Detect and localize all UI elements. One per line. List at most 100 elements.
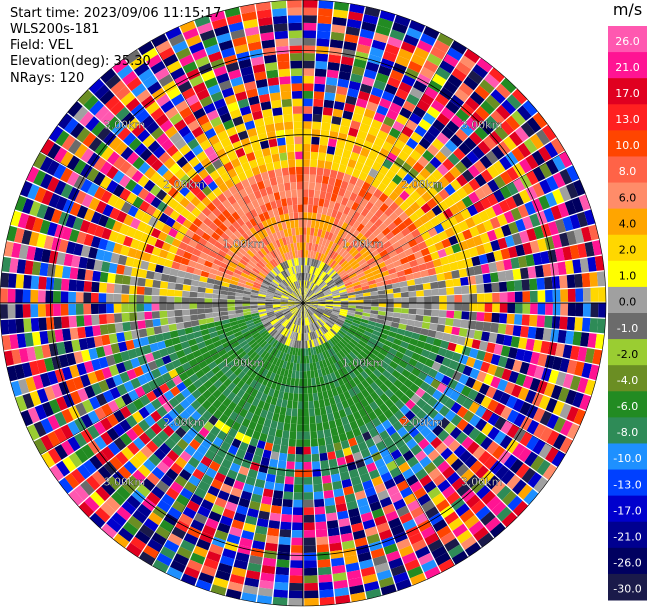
range-gate xyxy=(476,57,493,73)
range-gate xyxy=(153,326,163,335)
range-gate xyxy=(299,318,302,326)
range-gate xyxy=(574,273,583,288)
range-gate xyxy=(272,15,288,25)
range-gate xyxy=(268,404,276,413)
range-gate xyxy=(289,259,293,267)
range-gate xyxy=(333,488,344,498)
range-gate xyxy=(227,494,240,505)
range-gate xyxy=(240,3,256,15)
range-gate xyxy=(166,310,175,318)
range-gate xyxy=(443,386,454,398)
range-gate xyxy=(308,308,315,314)
range-gate xyxy=(375,72,389,84)
range-gate xyxy=(125,542,143,558)
range-gate xyxy=(385,288,394,294)
range-gate xyxy=(145,101,160,115)
range-gate xyxy=(182,251,193,260)
range-gate xyxy=(324,215,331,224)
range-gate xyxy=(455,199,467,212)
range-gate xyxy=(288,22,302,31)
range-gate xyxy=(220,232,230,241)
range-gate xyxy=(326,207,333,217)
range-gate xyxy=(420,526,436,539)
range-gate xyxy=(241,373,250,383)
range-gate xyxy=(488,262,498,273)
range-gate xyxy=(303,204,308,213)
range-gate xyxy=(303,514,315,523)
range-gate xyxy=(76,127,91,143)
range-gate xyxy=(373,356,383,365)
range-gate xyxy=(460,156,474,169)
range-gate xyxy=(372,555,388,567)
range-gate xyxy=(140,336,150,347)
range-gate xyxy=(283,290,291,296)
range-gate xyxy=(138,328,148,338)
colorbar-swatch xyxy=(608,469,647,497)
range-gate xyxy=(240,272,249,279)
range-gate xyxy=(456,418,469,431)
range-gate xyxy=(278,246,284,255)
range-gate xyxy=(384,398,395,409)
range-gate xyxy=(95,486,111,502)
range-gate xyxy=(200,157,212,169)
range-gate xyxy=(310,159,318,168)
range-gate xyxy=(136,221,148,233)
range-gate xyxy=(83,208,95,222)
range-gate xyxy=(281,344,287,353)
range-gate xyxy=(416,99,431,112)
range-gate xyxy=(218,374,228,384)
range-gate xyxy=(347,270,356,277)
range-gate xyxy=(312,251,317,259)
range-gate xyxy=(189,373,199,384)
range-gate xyxy=(441,238,452,249)
range-gate xyxy=(257,416,266,426)
range-gate xyxy=(381,253,391,262)
range-gate xyxy=(474,85,490,100)
range-gate xyxy=(310,303,319,306)
range-gate xyxy=(165,106,179,120)
range-gate xyxy=(220,245,230,254)
range-gate xyxy=(296,325,300,333)
range-gate xyxy=(511,147,525,162)
range-gate xyxy=(346,314,355,320)
range-gate xyxy=(530,303,538,315)
range-gate xyxy=(303,454,312,463)
range-gate xyxy=(410,444,423,456)
range-gate xyxy=(350,475,362,486)
range-gate xyxy=(551,276,561,289)
range-gate xyxy=(355,178,365,188)
range-gate xyxy=(443,171,456,184)
range-gate xyxy=(472,64,488,79)
range-gate xyxy=(221,47,236,59)
range-gate xyxy=(492,292,500,303)
range-gate xyxy=(303,295,306,303)
range-gate xyxy=(192,217,203,228)
range-gate xyxy=(472,235,483,247)
range-gate xyxy=(269,316,277,322)
range-gate xyxy=(240,327,249,334)
range-gate xyxy=(434,354,445,364)
range-gate xyxy=(168,323,177,332)
range-gate xyxy=(295,234,300,243)
range-gate xyxy=(242,303,250,307)
range-gate xyxy=(521,467,536,484)
range-gate xyxy=(150,228,161,239)
range-gate xyxy=(30,304,39,318)
range-gate xyxy=(399,201,410,212)
range-gate xyxy=(308,400,315,409)
range-gate xyxy=(404,206,415,217)
range-gate xyxy=(155,176,168,189)
range-gate xyxy=(169,268,179,277)
range-gate xyxy=(404,330,413,338)
range-gate xyxy=(296,303,303,308)
range-gate xyxy=(307,219,312,228)
range-gate xyxy=(285,190,292,199)
range-gate xyxy=(329,542,343,552)
range-gate xyxy=(407,167,419,179)
range-gate xyxy=(336,425,346,435)
range-gate xyxy=(382,369,392,379)
range-gate xyxy=(327,280,335,287)
range-gate xyxy=(320,229,327,239)
range-gate xyxy=(431,288,440,296)
range-gate xyxy=(404,184,415,196)
